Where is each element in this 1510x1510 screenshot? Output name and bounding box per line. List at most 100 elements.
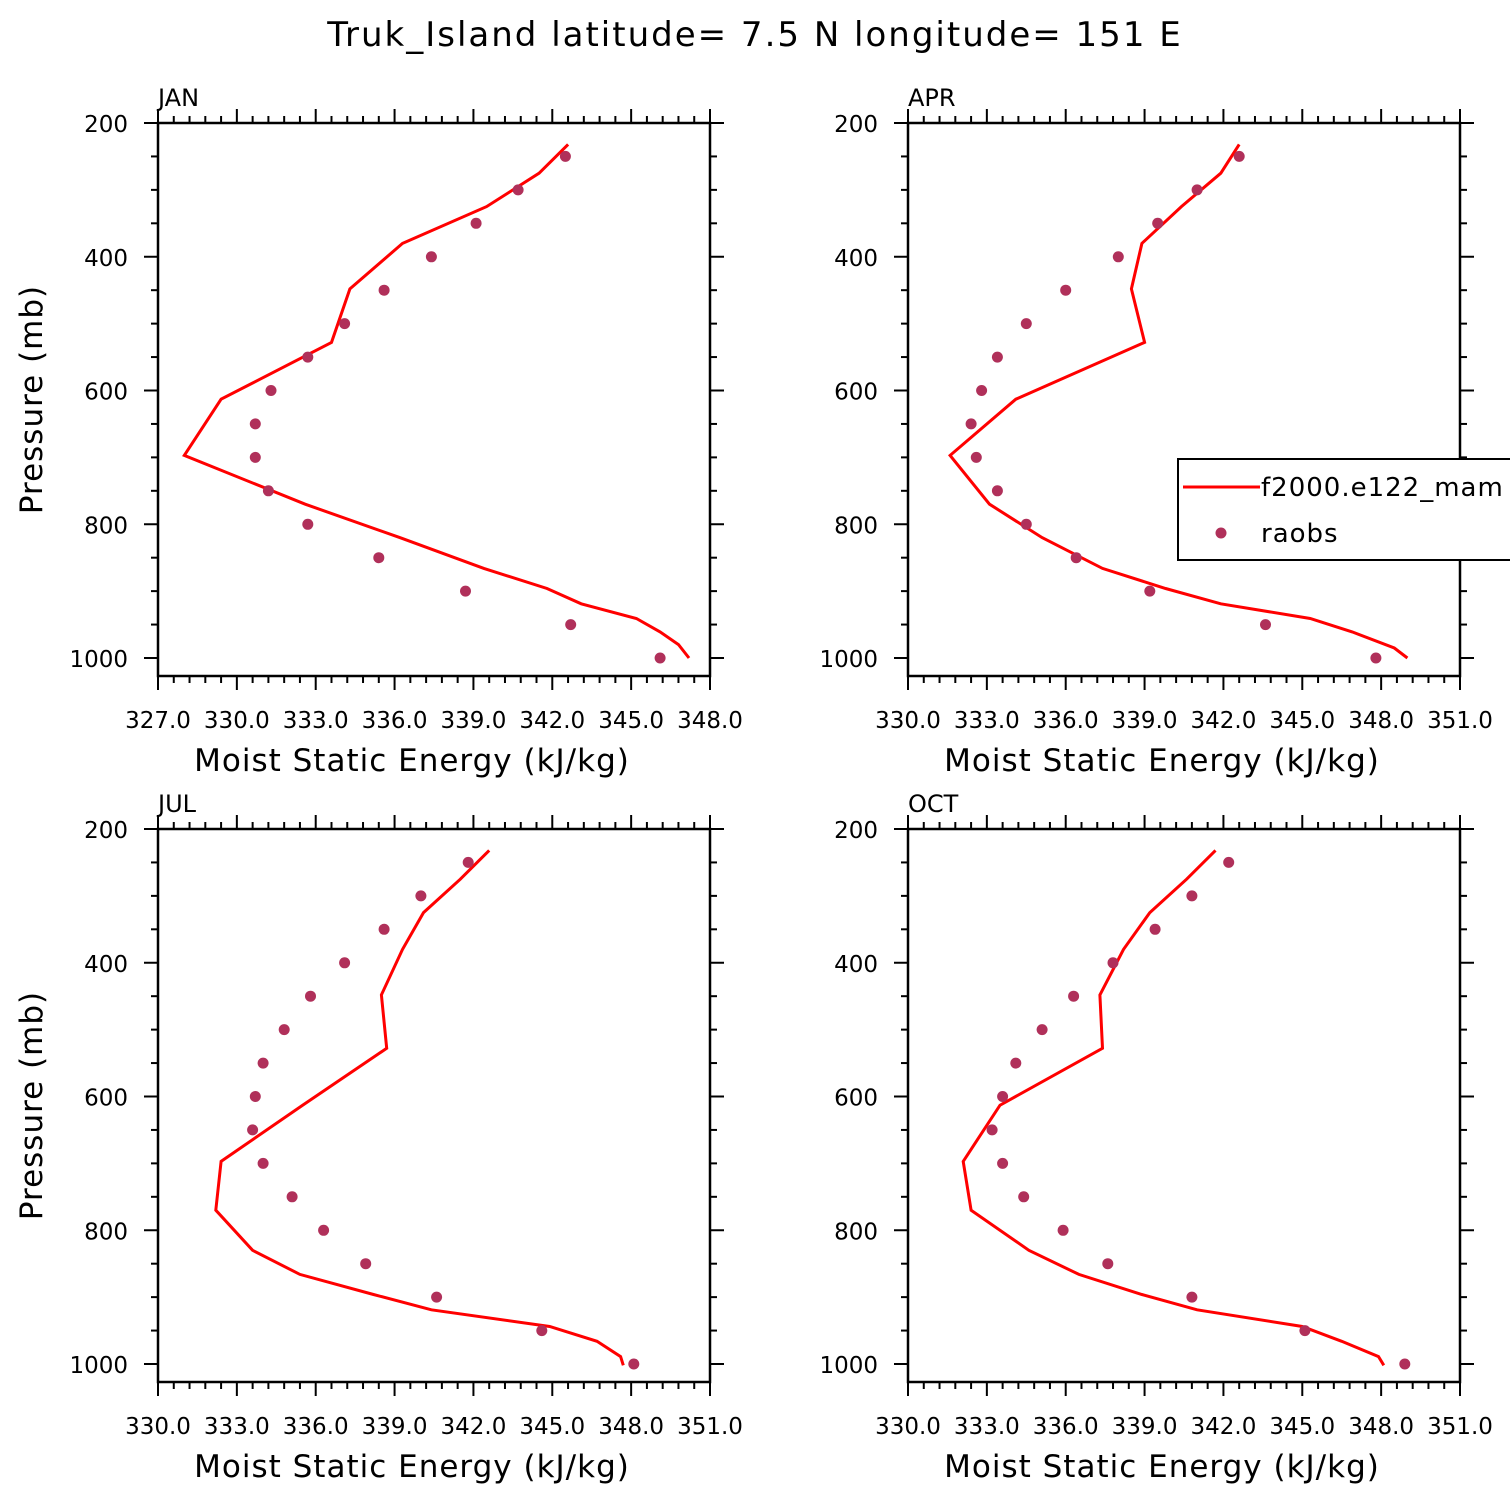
raobs-point <box>1299 1325 1311 1337</box>
y-axis-title: Pressure (mb) <box>14 285 50 514</box>
plot-frame-oct <box>906 827 1462 1384</box>
raobs-point <box>318 1224 330 1236</box>
raobs-point <box>425 251 437 263</box>
x-tick-label: 336.0 <box>1033 708 1099 734</box>
x-tick-label: 348.0 <box>677 708 743 734</box>
raobs-point <box>565 619 577 631</box>
raobs-point <box>339 957 351 969</box>
raobs-point <box>628 1358 640 1370</box>
raobs-point <box>1223 856 1235 868</box>
x-tick-label: 345.0 <box>598 708 664 734</box>
raobs-point <box>997 1157 1009 1169</box>
raobs-point <box>1102 1258 1114 1270</box>
raobs-point <box>265 385 277 396</box>
raobs-point <box>247 1124 259 1136</box>
raobs-point <box>991 485 1003 497</box>
x-tick-label: 351.0 <box>677 1414 743 1440</box>
y-tick-label: 400 <box>84 246 128 272</box>
y-tick-label: 200 <box>84 112 128 138</box>
raobs-point <box>1399 1358 1411 1370</box>
panel-title: JUL <box>156 790 197 818</box>
model-series-line <box>961 849 1386 1367</box>
raobs-point <box>1233 150 1245 162</box>
y-tick-label: 800 <box>834 1219 878 1245</box>
panel-title: OCT <box>908 790 959 818</box>
x-axis-title: Moist Static Energy (kJ/kg) <box>194 743 630 779</box>
x-tick-label: 348.0 <box>1348 1414 1414 1440</box>
raobs-point <box>462 856 474 868</box>
model-series-line <box>182 143 691 659</box>
raobs-point <box>986 1124 998 1136</box>
y-tick-label: 600 <box>834 380 878 406</box>
raobs-point <box>339 318 351 330</box>
x-tick-label: 330.0 <box>204 708 270 734</box>
legend-raobs-label: raobs <box>1261 519 1339 549</box>
y-tick-label: 800 <box>84 513 128 539</box>
raobs-point <box>257 1157 269 1169</box>
x-tick-label: 342.0 <box>1190 1414 1256 1440</box>
raobs-point <box>378 923 390 935</box>
raobs-point <box>1186 890 1198 902</box>
raobs-point <box>286 1191 298 1203</box>
raobs-point <box>1057 1224 1069 1236</box>
raobs-point <box>1020 518 1032 530</box>
raobs-point <box>654 652 666 664</box>
x-tick-label: 333.0 <box>954 708 1020 734</box>
y-tick-label: 1000 <box>819 647 878 673</box>
x-tick-label: 351.0 <box>1427 1414 1493 1440</box>
x-axis-title: Moist Static Energy (kJ/kg) <box>194 1449 630 1485</box>
panel-title: JAN <box>156 84 199 112</box>
raobs-point <box>1260 619 1271 631</box>
legend-box <box>1177 458 1510 561</box>
raobs-point <box>460 585 471 597</box>
panel-title: APR <box>908 84 956 112</box>
raobs-point <box>559 150 571 162</box>
y-tick-label: 400 <box>834 246 878 272</box>
y-tick-label: 200 <box>84 818 128 844</box>
raobs-point <box>970 451 982 463</box>
raobs-point <box>976 385 988 396</box>
panels: 327.0 330.0 333.0 336.0 339.0 342.0 345.0 348.0… <box>14 84 1510 1485</box>
raobs-point <box>1010 1057 1022 1069</box>
x-tick-label: 333.0 <box>204 1414 270 1440</box>
x-tick-label: 348.0 <box>598 1414 664 1440</box>
y-tick-label: 1000 <box>819 1353 878 1379</box>
raobs-point <box>1020 318 1032 330</box>
raobs-point <box>257 1057 269 1069</box>
raobs-point <box>1191 184 1203 196</box>
raobs-point <box>373 552 385 564</box>
x-tick-label: 342.0 <box>519 708 585 734</box>
y-tick-label: 400 <box>834 952 878 978</box>
raobs-point <box>991 351 1003 363</box>
raobs-point <box>512 184 524 196</box>
y-tick-label: 1000 <box>69 647 128 673</box>
x-tick-label: 348.0 <box>1348 708 1414 734</box>
y-tick-label: 800 <box>834 513 878 539</box>
raobs-point <box>1018 1191 1030 1203</box>
panel-jul: 330.0 333.0 336.0 339.0 342.0 345.0 348.0 351.0… <box>14 790 743 1485</box>
y-tick-label: 200 <box>834 818 878 844</box>
x-tick-label: 333.0 <box>283 708 349 734</box>
legend-model-label: f2000.e122_mam <box>1261 473 1504 503</box>
x-axis-title: Moist Static Energy (kJ/kg) <box>944 743 1380 779</box>
raobs-point <box>305 990 316 1002</box>
raobs-point <box>249 451 261 463</box>
raobs-point <box>360 1258 372 1270</box>
panel-jan: 327.0 330.0 333.0 336.0 339.0 342.0 345.0 348.0… <box>14 84 743 779</box>
x-tick-label: 339.0 <box>362 1414 428 1440</box>
raobs-point <box>249 1091 261 1102</box>
y-tick-label: 1000 <box>69 1353 128 1379</box>
x-tick-label: 336.0 <box>283 1414 349 1440</box>
y-axis-title: Pressure (mb) <box>14 991 50 1220</box>
raobs-point <box>1370 652 1382 664</box>
y-tick-label: 800 <box>84 1219 128 1245</box>
x-tick-label: 333.0 <box>954 1414 1020 1440</box>
y-tick-label: 600 <box>84 380 128 406</box>
panel-apr: 330.0 333.0 336.0 339.0 342.0 345.0 348.0 351.0… <box>819 84 1492 779</box>
x-tick-label: 336.0 <box>362 708 428 734</box>
x-tick-label: 342.0 <box>440 1414 506 1440</box>
raobs-point <box>415 890 427 902</box>
plot-frame-jan <box>156 121 712 678</box>
model-series-line <box>214 849 625 1366</box>
panel-oct: 330.0 333.0 336.0 339.0 342.0 345.0 348.0 351.0… <box>819 790 1492 1485</box>
